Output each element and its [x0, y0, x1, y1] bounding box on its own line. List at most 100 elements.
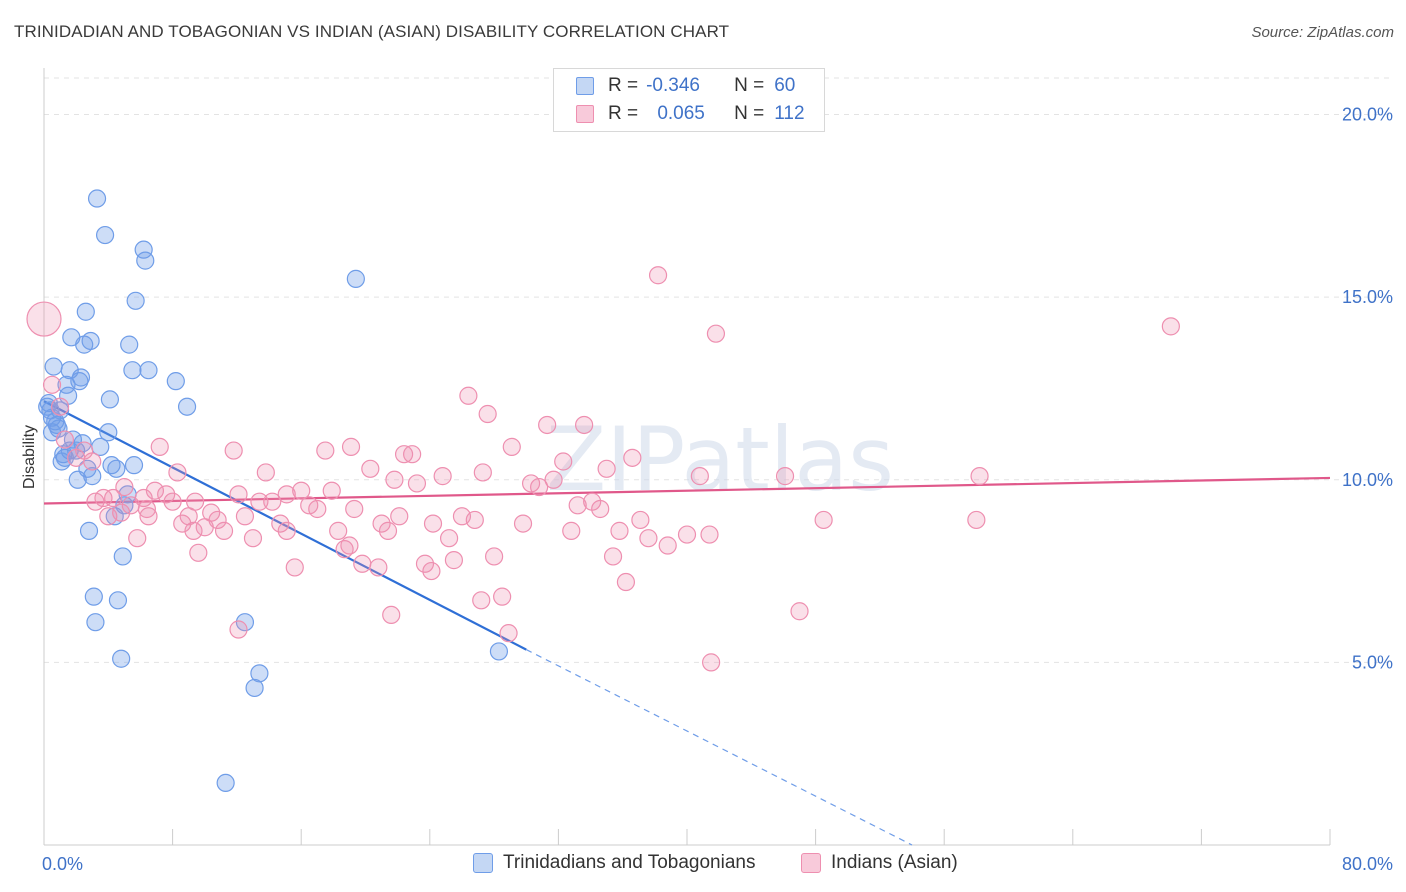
point-indian — [502, 437, 521, 456]
point-indian — [603, 547, 623, 566]
point-indian — [202, 503, 221, 522]
point-indian — [415, 554, 435, 573]
point-trinidadian — [108, 591, 128, 610]
point-indian — [385, 470, 404, 489]
source-label: Source: ZipAtlas.com — [1251, 24, 1394, 41]
point-trinidadian — [235, 613, 255, 632]
point-indian — [597, 459, 616, 478]
point-indian — [189, 543, 208, 562]
point-indian — [235, 507, 255, 526]
legend-r-label: R = — [608, 75, 639, 96]
point-indian — [702, 653, 721, 672]
point-trinidadian — [87, 189, 107, 208]
legend-n-value: 112 — [774, 103, 805, 124]
point-indian — [168, 463, 187, 482]
point-indian — [134, 488, 153, 508]
point-indian — [616, 572, 636, 592]
point-indian — [1161, 317, 1180, 336]
point-trinidadian — [120, 335, 139, 354]
point-indian — [444, 551, 464, 570]
point-indian — [308, 499, 327, 519]
point-trinidadian — [107, 459, 126, 478]
point-trinidadian — [177, 397, 197, 416]
point-indian — [139, 507, 158, 526]
point-indian — [610, 521, 629, 540]
point-indian — [115, 477, 134, 497]
trend-line-trinidadian — [43, 400, 527, 651]
point-indian — [42, 375, 62, 394]
point-indian — [369, 558, 388, 577]
point-trinidadian — [95, 225, 115, 245]
point-trinidadian — [346, 269, 365, 288]
point-indian — [485, 547, 504, 566]
legend-row-trinidadian: R = -0.346 N = 60 — [576, 72, 795, 100]
point-indian — [473, 463, 492, 482]
legend-item-indian[interactable]: Indians (Asian) — [801, 852, 958, 874]
point-indian — [690, 467, 709, 486]
point-indian — [83, 452, 102, 471]
y-axis-label: Disability — [21, 425, 38, 489]
point-indian — [271, 514, 290, 533]
data-points — [26, 189, 1180, 793]
point-trinidadian — [81, 331, 100, 351]
point-indian — [439, 529, 459, 548]
point-indian — [256, 463, 275, 482]
point-indian — [465, 510, 484, 530]
point-trinidadian — [250, 664, 269, 683]
point-indian — [648, 266, 668, 285]
point-indian — [591, 499, 610, 519]
point-indian — [775, 467, 795, 486]
point-trinidadian — [60, 441, 79, 460]
legend-swatch-pink — [801, 853, 821, 873]
legend-row-indian: R = 0.065 N = 112 — [576, 100, 805, 128]
point-indian — [790, 602, 809, 621]
point-indian — [530, 477, 549, 497]
point-indian — [341, 437, 361, 456]
point-indian — [706, 324, 726, 343]
trend-lines — [43, 400, 1331, 846]
point-indian — [513, 514, 533, 533]
x-tick-label: 0.0% — [42, 854, 83, 874]
point-indian — [478, 404, 497, 424]
point-indian — [677, 525, 697, 544]
point-indian — [575, 415, 594, 435]
point-indian — [224, 441, 243, 460]
point-indian — [623, 448, 642, 467]
legend-r-value: -0.346 — [646, 75, 700, 96]
point-trinidadian — [38, 397, 57, 416]
point-indian — [50, 397, 70, 416]
legend-r-label: R = — [608, 103, 639, 124]
point-indian — [208, 510, 227, 530]
point-trinidadian — [44, 357, 63, 376]
legend-swatch-blue — [576, 77, 594, 95]
point-indian — [340, 536, 359, 555]
point-trinidadian — [79, 521, 99, 540]
point-indian — [423, 514, 443, 533]
point-trinidadian — [216, 773, 235, 793]
point-trinidadian — [100, 390, 120, 409]
point-indian — [639, 529, 658, 548]
trend-line-trinidadian-extension — [525, 649, 913, 846]
point-indian — [499, 624, 518, 643]
watermark: ZIPatlas — [546, 408, 894, 511]
legend-n-value: 60 — [774, 75, 796, 96]
point-indian — [137, 499, 156, 519]
chart-title: TRINIDADIAN AND TOBAGONIAN VS INDIAN (AS… — [14, 22, 730, 41]
point-indian — [631, 510, 650, 530]
point-indian — [382, 605, 401, 625]
point-indian — [243, 529, 263, 548]
point-indian — [493, 587, 512, 606]
point-trinidadian — [86, 613, 105, 632]
point-trinidadian — [136, 251, 155, 270]
point-indian — [544, 470, 563, 489]
point-indian — [361, 459, 380, 478]
point-trinidadian — [113, 547, 132, 566]
point-indian — [970, 467, 989, 486]
point-indian — [104, 488, 123, 508]
point-indian — [554, 452, 573, 471]
point-indian — [967, 510, 986, 530]
point-indian — [658, 536, 677, 555]
legend-item-trinidadian[interactable]: Trinidadians and Tobagonians — [473, 852, 755, 874]
point-indian — [538, 415, 557, 435]
point-indian — [26, 301, 62, 337]
